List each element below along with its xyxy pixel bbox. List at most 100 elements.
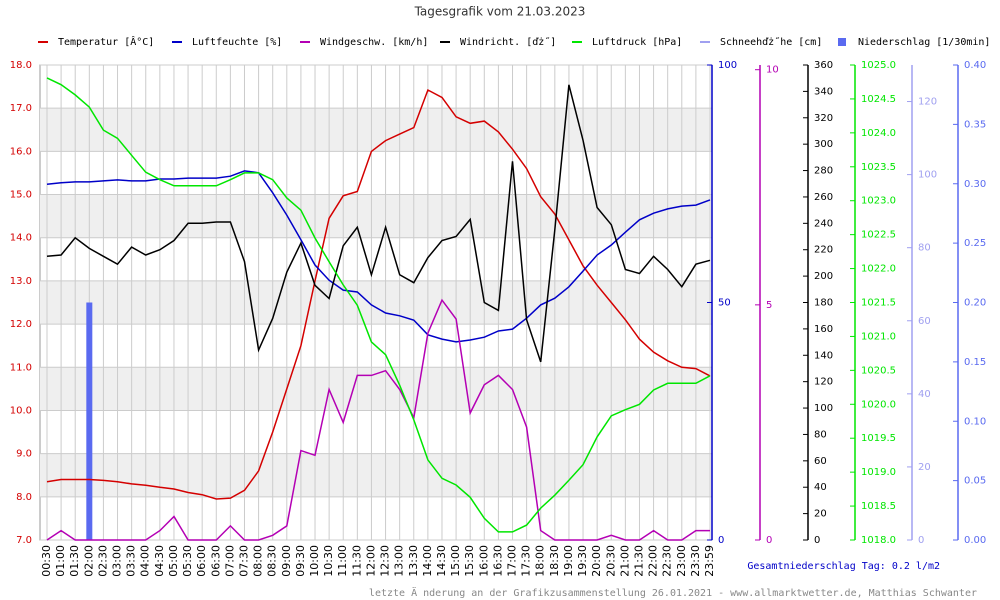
- legend-label: Luftdruck [hPa]: [592, 37, 682, 48]
- x-tick-label: 03:00: [111, 545, 124, 577]
- y-tick-label: 7.0: [16, 535, 32, 546]
- y-tick-label: 60: [814, 456, 827, 467]
- grid-band: [40, 108, 712, 152]
- y-tick-label: 1019.5: [861, 433, 896, 444]
- x-tick-label: 11:30: [350, 545, 363, 577]
- y-tick-label: 0.15: [964, 357, 986, 368]
- y-tick-label: 1019.0: [861, 467, 896, 478]
- x-tick-label: 13:00: [393, 545, 406, 577]
- x-tick-label: 17:00: [506, 545, 519, 577]
- y-tick-label: 300: [814, 139, 833, 150]
- series-line: [46, 170, 711, 343]
- x-tick-label: 15:00: [449, 545, 462, 577]
- x-tick-label: 03:30: [125, 545, 138, 577]
- y-tick-label: 0.35: [964, 119, 986, 130]
- y-tick-label: 1025.0: [861, 60, 896, 71]
- y-tick-label: 0: [814, 535, 820, 546]
- series-line: [46, 84, 711, 363]
- x-tick-label: 14:30: [435, 545, 448, 577]
- x-tick-label: 01:30: [68, 545, 81, 577]
- y-tick-label: 15.0: [10, 190, 32, 201]
- x-tick-label: 12:00: [364, 545, 377, 577]
- legend-label: Windgeschw. [km/h]: [320, 37, 428, 48]
- y-tick-label: 50: [718, 298, 731, 309]
- x-tick-label: 23:30: [689, 545, 702, 577]
- x-tick-label: 14:00: [421, 545, 434, 577]
- y-tick-label: 100: [918, 170, 937, 181]
- x-tick-label: 09:00: [280, 545, 293, 577]
- x-tick-label: 20:00: [590, 545, 603, 577]
- y-tick-label: 1024.0: [861, 128, 896, 139]
- series-line: [46, 88, 711, 500]
- y-tick-label: 1020.5: [861, 365, 896, 376]
- y-tick-label: 0.20: [964, 298, 986, 309]
- x-tick-label: 20:30: [604, 545, 617, 577]
- y-tick-label: 14.0: [10, 233, 32, 244]
- x-tick-label: 10:00: [308, 545, 321, 577]
- x-tick-label: 09:30: [294, 545, 307, 577]
- legend-label: Schneehďż˝he [cm]: [720, 36, 822, 48]
- y-tick-label: 1023.0: [861, 196, 896, 207]
- y-tick-label: 1021.5: [861, 298, 896, 309]
- y-tick-label: 0.25: [964, 238, 986, 249]
- y-tick-label: 80: [918, 243, 931, 254]
- bar: [86, 302, 93, 540]
- legend-label: Luftfeuchte [%]: [192, 37, 282, 48]
- x-tick-label: 17:30: [520, 545, 533, 577]
- y-tick-label: 40: [814, 482, 827, 493]
- x-tick-label: 10:30: [322, 545, 335, 577]
- x-tick-label: 13:30: [407, 545, 420, 577]
- x-tick-label: 01:00: [54, 545, 67, 577]
- grid-band: [40, 194, 712, 238]
- y-tick-label: 1023.5: [861, 162, 896, 173]
- y-tick-label: 1018.0: [861, 535, 896, 546]
- y-tick-label: 0.00: [964, 535, 986, 546]
- x-tick-label: 12:30: [379, 545, 392, 577]
- y-tick-label: 40: [918, 389, 931, 400]
- x-tick-label: 08:30: [266, 545, 279, 577]
- y-tick-label: 1021.0: [861, 331, 896, 342]
- y-tick-label: 1022.5: [861, 230, 896, 241]
- x-tick-label: 22:30: [661, 545, 674, 577]
- y-tick-label: 60: [918, 316, 931, 327]
- y-tick-label: 180: [814, 298, 833, 309]
- y-tick-label: 0: [718, 535, 724, 546]
- y-tick-label: 240: [814, 218, 833, 229]
- y-tick-label: 20: [918, 462, 931, 473]
- y-tick-label: 20: [814, 509, 827, 520]
- y-tick-label: 100: [718, 60, 737, 71]
- x-tick-label: 08:00: [252, 545, 265, 577]
- x-tick-label: 07:30: [237, 545, 250, 577]
- y-tick-label: 100: [814, 403, 833, 414]
- x-tick-label: 11:00: [336, 545, 349, 577]
- y-tick-label: 0.40: [964, 60, 986, 71]
- y-tick-label: 10.0: [10, 405, 32, 416]
- y-tick-label: 0: [766, 535, 772, 546]
- y-tick-label: 320: [814, 113, 833, 124]
- x-tick-label: 23:59: [703, 545, 716, 577]
- y-tick-label: 18.0: [10, 60, 32, 71]
- y-tick-label: 16.0: [10, 146, 32, 157]
- y-tick-label: 200: [814, 271, 833, 282]
- chart-title: Tagesgrafik vom 21.03.2023: [414, 5, 586, 19]
- legend-label: Temperatur [Â°C]: [58, 35, 154, 48]
- y-tick-label: 10: [766, 65, 779, 76]
- y-tick-label: 0.30: [964, 179, 986, 190]
- series-line: [46, 77, 711, 533]
- x-tick-label: 05:00: [167, 545, 180, 577]
- total-precipitation: Gesamtniederschlag Tag: 0.2 l/m2: [747, 561, 940, 572]
- y-tick-label: 12.0: [10, 319, 32, 330]
- legend-label: Niederschlag [1/30min]: [858, 37, 990, 48]
- y-tick-label: 340: [814, 86, 833, 97]
- footer: letzte Ä nderung an der Grafikzusammenst…: [369, 586, 977, 599]
- y-tick-label: 13.0: [10, 276, 32, 287]
- x-tick-label: 21:30: [632, 545, 645, 577]
- y-tick-label: 1020.0: [861, 399, 896, 410]
- y-tick-label: 120: [814, 377, 833, 388]
- x-tick-label: 18:00: [534, 545, 547, 577]
- y-tick-label: 0: [918, 535, 924, 546]
- x-tick-label: 06:30: [209, 545, 222, 577]
- y-tick-label: 80: [814, 429, 827, 440]
- y-tick-label: 8.0: [16, 492, 32, 503]
- y-tick-label: 11.0: [10, 362, 32, 373]
